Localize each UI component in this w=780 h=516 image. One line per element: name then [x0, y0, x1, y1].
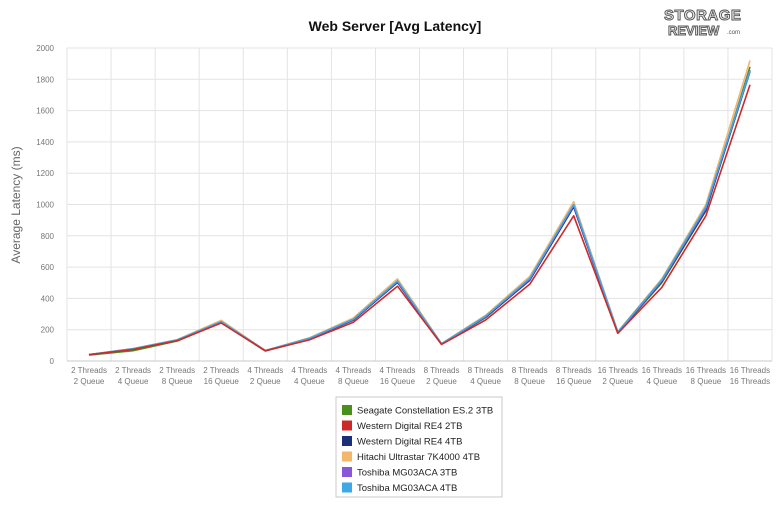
- chart-title: Web Server [Avg Latency]: [309, 18, 482, 34]
- logo-line1: STORAGE: [664, 7, 741, 24]
- x-tick-label-line1: 8 Threads: [512, 366, 548, 375]
- legend-swatch: [342, 420, 352, 431]
- series-line: [88, 70, 751, 356]
- logo-suffix: .com: [727, 30, 740, 36]
- x-tick-label-line2: 2 Queue: [426, 377, 457, 386]
- legend-label: Hitachi Ultrastar 7K4000 4TB: [357, 452, 480, 463]
- y-tick-label: 400: [41, 294, 55, 303]
- x-tick-label-line2: 8 Queue: [162, 377, 193, 386]
- y-tick-label: 1200: [36, 169, 54, 178]
- x-tick-label-line2: 4 Queue: [294, 377, 325, 386]
- legend-swatch: [342, 467, 352, 477]
- legend-swatch: [342, 405, 352, 415]
- legend: Seagate Constellation ES.2 3TB Western Di…: [335, 396, 503, 498]
- legend-label: Seagate Constellation ES.2 3TB: [357, 406, 493, 417]
- x-tick-label-line2: 8 Queue: [338, 377, 369, 386]
- x-tick-labels: 2 Threads 2 Queue 2 Threads 4 Queue 2 Thread…: [71, 366, 770, 386]
- y-tick-label: 800: [41, 232, 55, 241]
- x-tick-label-line2: 8 Queue: [514, 377, 545, 386]
- legend-swatch: [342, 482, 352, 493]
- x-tick-label-line1: 16 Threads: [686, 366, 726, 375]
- x-tick-label-line1: 4 Threads: [247, 366, 283, 375]
- logo-line2: REVIEW: [668, 23, 720, 38]
- x-tick-label-line1: 8 Threads: [468, 366, 504, 375]
- x-tick-label-line2: 16 Queue: [204, 377, 240, 386]
- x-tick-label-line1: 2 Threads: [71, 366, 107, 375]
- x-tick-label-line1: 8 Threads: [424, 366, 460, 375]
- y-tick-label: 1400: [36, 138, 54, 147]
- y-tick-label: 2000: [36, 44, 54, 53]
- x-tick-label-line1: 16 Threads: [642, 366, 682, 375]
- legend-swatch: [342, 436, 352, 446]
- legend-swatch: [342, 451, 352, 462]
- x-tick-label-line2: 16 Queue: [380, 377, 416, 386]
- x-tick-label-line1: 16 Threads: [598, 366, 638, 375]
- legend-label: Toshiba MG03ACA 3TB: [357, 468, 457, 479]
- x-tick-label-line1: 2 Threads: [203, 366, 239, 375]
- y-tick-label: 1800: [36, 75, 54, 84]
- x-tick-label-line2: 2 Queue: [602, 377, 633, 386]
- x-tick-label-line1: 8 Threads: [556, 366, 592, 375]
- x-tick-label-line1: 16 Threads: [730, 366, 770, 375]
- legend-label: Western Digital RE4 2TB: [357, 421, 462, 432]
- y-tick-label: 0: [50, 357, 55, 366]
- x-tick-label-line1: 2 Threads: [115, 366, 151, 375]
- legend-label: Toshiba MG03ACA 4TB: [357, 483, 457, 494]
- x-tick-label-line2: 4 Queue: [646, 377, 677, 386]
- y-tick-labels: 0 200 400 600 800 1000 1200 1400 1600 1800 2000: [36, 44, 54, 366]
- x-tick-label-line1: 4 Threads: [380, 366, 416, 375]
- series-line: [88, 84, 751, 356]
- x-tick-label-line2: 16 Queue: [556, 377, 592, 386]
- x-tick-label-line2: 8 Queue: [691, 377, 722, 386]
- y-tick-label: 1600: [36, 107, 54, 116]
- storagereview-logo: STORAGE REVIEW .com: [664, 7, 742, 39]
- x-tick-label-line2: 4 Queue: [118, 377, 149, 386]
- x-tick-label-line2: 4 Queue: [470, 377, 501, 386]
- x-tick-label-line1: 4 Threads: [335, 366, 371, 375]
- legend-box: [335, 396, 503, 498]
- x-tick-label-line2: 2 Queue: [250, 377, 281, 386]
- series-lines: [88, 60, 751, 356]
- y-tick-label: 600: [41, 263, 55, 272]
- y-tick-label: 200: [41, 326, 55, 335]
- x-tick-label-line2: 16 Threads: [730, 377, 770, 386]
- y-tick-label: 1000: [36, 201, 54, 210]
- x-tick-label-line1: 2 Threads: [159, 366, 195, 375]
- legend-label: Western Digital RE4 4TB: [357, 437, 462, 448]
- x-tick-label-line1: 4 Threads: [291, 366, 327, 375]
- x-tick-label-line2: 2 Queue: [74, 377, 105, 386]
- y-axis-label: Average Latency (ms): [9, 146, 23, 263]
